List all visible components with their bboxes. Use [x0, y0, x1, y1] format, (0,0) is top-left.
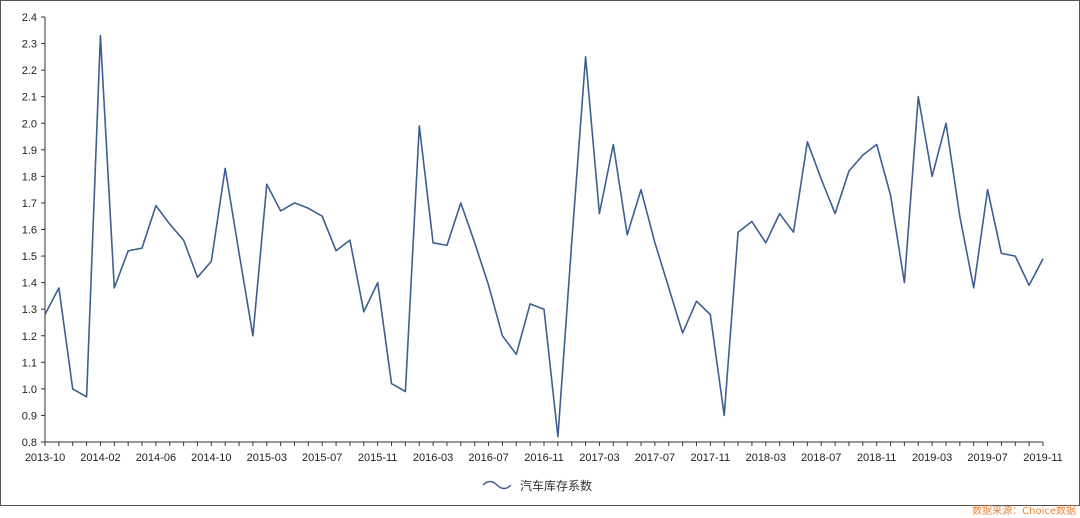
- y-tick-label: 1.9: [22, 145, 37, 157]
- y-tick-label: 0.8: [22, 437, 37, 449]
- x-tick-label: 2013-10: [25, 452, 65, 464]
- y-tick-label: 2.2: [22, 65, 37, 77]
- legend: 汽车库存系数: [482, 478, 592, 493]
- y-tick-label: 1.2: [22, 331, 37, 343]
- y-tick-label: 2.3: [22, 39, 37, 51]
- x-tick-label: 2017-03: [579, 452, 619, 464]
- x-tick-label: 2018-07: [801, 452, 841, 464]
- y-tick-label: 2.4: [22, 12, 37, 24]
- x-tick-label: 2015-03: [247, 452, 287, 464]
- y-tick-label: 2.0: [22, 118, 37, 130]
- data-source-note: 数据来源：Choice数据: [972, 506, 1076, 517]
- x-tick-label: 2015-07: [302, 452, 342, 464]
- x-tick-label: 2019-03: [912, 452, 952, 464]
- axes: 0.8 0.9 1.0 1.1 1.2 1.3 1.4 1.5 1.6 1.7 1.8 1.9 2.0 2…: [22, 12, 1063, 464]
- x-tick-label: 2016-03: [413, 452, 453, 464]
- series-line: [44, 34, 1044, 438]
- y-tick-label: 1.8: [22, 171, 37, 183]
- x-tick-label: 2017-07: [635, 452, 675, 464]
- x-tick-label: 2015-11: [358, 452, 398, 464]
- x-tick-label: 2018-03: [746, 452, 786, 464]
- x-tick-label: 2014-02: [80, 452, 120, 464]
- y-tick-label: 2.1: [22, 92, 37, 104]
- x-tick-label: 2019-07: [967, 452, 1007, 464]
- x-tick-label: 2019-11: [1023, 452, 1063, 464]
- y-tick-label: 1.1: [22, 357, 37, 369]
- y-tick-label: 1.4: [22, 278, 37, 290]
- y-tick-label: 1.3: [22, 304, 37, 316]
- y-tick-label: 1.5: [22, 251, 37, 263]
- legend-line-icon: [482, 480, 512, 490]
- x-tick-label: 2017-11: [691, 452, 731, 464]
- y-tick-label: 1.7: [22, 198, 37, 210]
- x-tick-label: 2016-11: [524, 452, 564, 464]
- x-tick-label: 2014-06: [136, 452, 176, 464]
- y-tick-label: 1.6: [22, 225, 37, 237]
- x-tick-label: 2016-07: [468, 452, 508, 464]
- plot-area: [44, 34, 1044, 438]
- x-tick-label: 2014-10: [191, 452, 231, 464]
- x-tick-label: 2018-11: [857, 452, 897, 464]
- legend-label: 汽车库存系数: [520, 478, 592, 493]
- y-tick-label: 0.9: [22, 410, 37, 422]
- y-tick-label: 1.0: [22, 384, 37, 396]
